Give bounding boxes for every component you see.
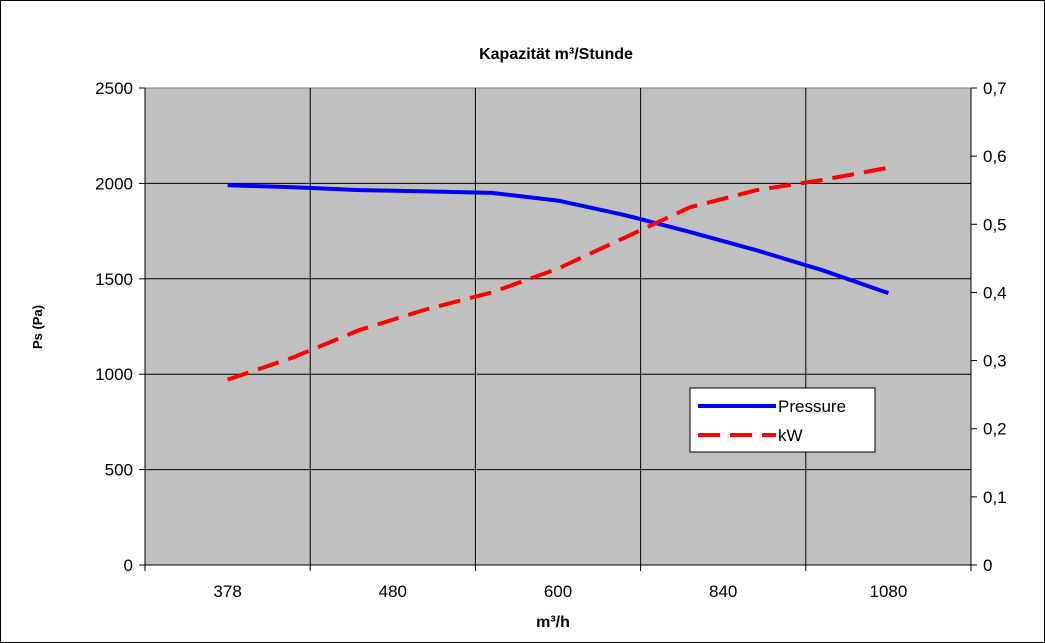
x-tick-label: 378 [213, 582, 241, 601]
y-left-tick-label: 2000 [95, 174, 133, 193]
legend-label-pressure: Pressure [778, 397, 846, 416]
y-left-tick-label: 0 [124, 556, 133, 575]
y-right-tick-label: 0,7 [983, 79, 1007, 98]
y-right-tick-label: 0,4 [983, 283, 1007, 302]
x-axis-title: m³/h [536, 614, 570, 631]
y-axis-title: Ps (Pa) [30, 305, 45, 349]
x-tick-label: 600 [544, 582, 572, 601]
x-tick-label: 840 [709, 582, 737, 601]
legend-box [689, 387, 876, 453]
y-right-tick-label: 0,1 [983, 488, 1007, 507]
grid-layer [145, 88, 971, 565]
x-tick-label: 480 [379, 582, 407, 601]
axes-layer: 0 500 1000 1500 2000 2500 378 480 600 840 1080 0 0,1… [95, 79, 1006, 601]
series-line-kw [226, 165, 889, 382]
y-right-tick-label: 0,2 [983, 420, 1007, 439]
series-layer [226, 165, 890, 382]
y-right-tick-label: 0,3 [983, 352, 1007, 371]
legend: Pressure kW [689, 387, 876, 453]
legend-label-kw: kW [778, 426, 803, 445]
chart-title: Kapazität m³/Stunde [479, 46, 633, 63]
y-left-tick-label: 1500 [95, 270, 133, 289]
plot-area [144, 87, 972, 566]
y-left-tick-label: 500 [105, 461, 133, 480]
y-right-tick-label: 0 [983, 556, 992, 575]
y-left-tick-label: 2500 [95, 79, 133, 98]
y-left-tick-label: 1000 [95, 365, 133, 384]
x-tick-label: 1080 [869, 582, 907, 601]
series-line-pressure [227, 183, 890, 295]
y-right-tick-label: 0,5 [983, 215, 1007, 234]
y-right-tick-label: 0,6 [983, 147, 1007, 166]
